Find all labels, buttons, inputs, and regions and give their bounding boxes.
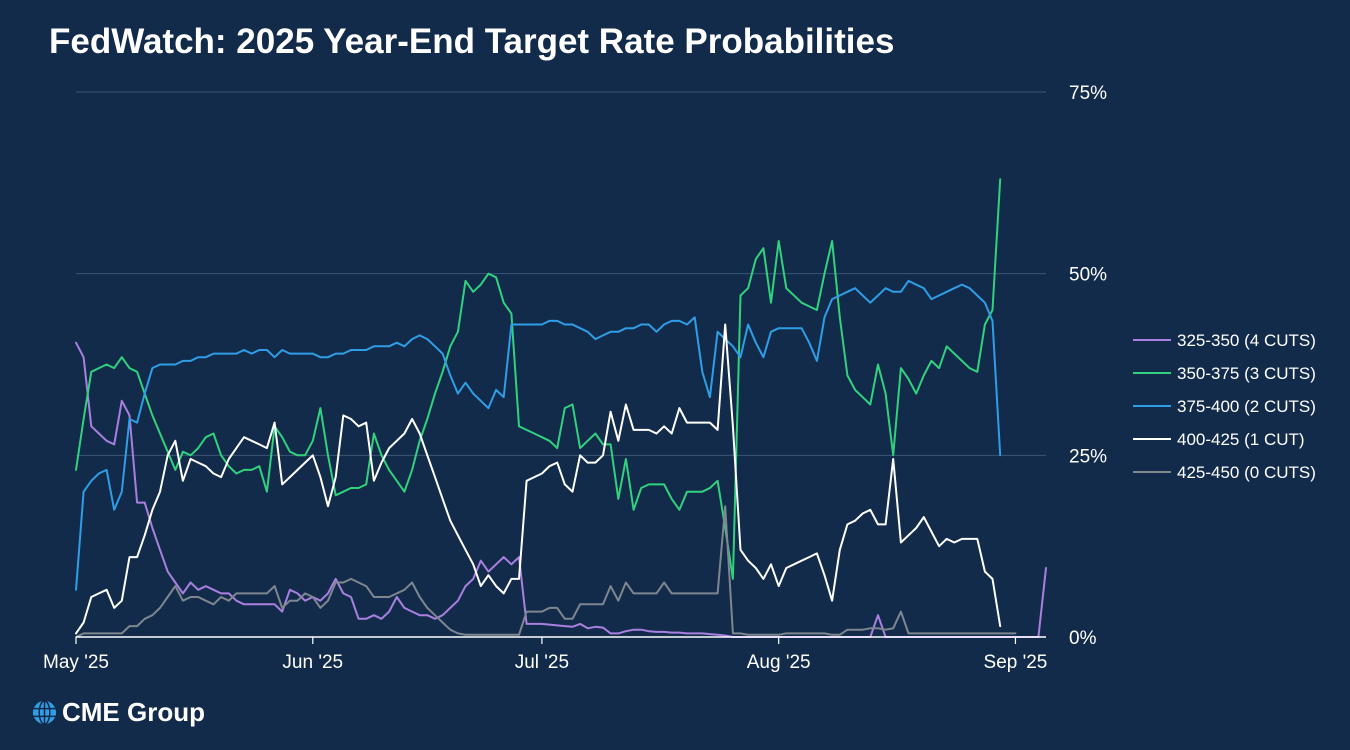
brand-name: CME Group bbox=[62, 697, 205, 727]
legend-label-1: 350-375 (3 CUTS) bbox=[1177, 364, 1316, 383]
x-tick-label: Aug '25 bbox=[747, 652, 811, 673]
cme-group-logo: CME Group bbox=[31, 697, 205, 728]
x-tick-label: Jun '25 bbox=[282, 652, 343, 673]
series-line-0 bbox=[75, 341, 1047, 638]
y-tick-label: 25% bbox=[1069, 446, 1107, 467]
y-axis-ticks: 0% 25% 50% 75% bbox=[1069, 83, 1107, 649]
globe-icon bbox=[32, 700, 57, 725]
series-line-3 bbox=[75, 323, 1002, 635]
series-line-4 bbox=[75, 505, 1017, 638]
legend-label-2: 375-400 (2 CUTS) bbox=[1177, 397, 1316, 416]
legend: 325-350 (4 CUTS) 350-375 (3 CUTS) 375-400 … bbox=[1133, 331, 1316, 482]
x-tick-label: Sep '25 bbox=[984, 652, 1048, 673]
series-line-2 bbox=[75, 279, 1002, 591]
x-tick-label: Jul '25 bbox=[515, 652, 569, 673]
y-tick-label: 75% bbox=[1069, 83, 1107, 104]
x-tick-label: May '25 bbox=[43, 652, 109, 673]
y-tick-label: 0% bbox=[1069, 628, 1097, 649]
series-line-1 bbox=[75, 178, 1002, 580]
legend-label-0: 325-350 (4 CUTS) bbox=[1177, 331, 1316, 350]
chart-title: FedWatch: 2025 Year-End Target Rate Prob… bbox=[49, 22, 895, 61]
legend-label-4: 425-450 (0 CUTS) bbox=[1177, 463, 1316, 482]
grid-lines bbox=[76, 91, 1046, 456]
legend-label-3: 400-425 (1 CUT) bbox=[1177, 430, 1305, 449]
x-axis-ticks: May '25 Jun '25 Jul '25 Aug '25 Sep '25 bbox=[43, 637, 1047, 673]
y-tick-label: 50% bbox=[1069, 265, 1107, 286]
series-layer bbox=[75, 178, 1047, 638]
